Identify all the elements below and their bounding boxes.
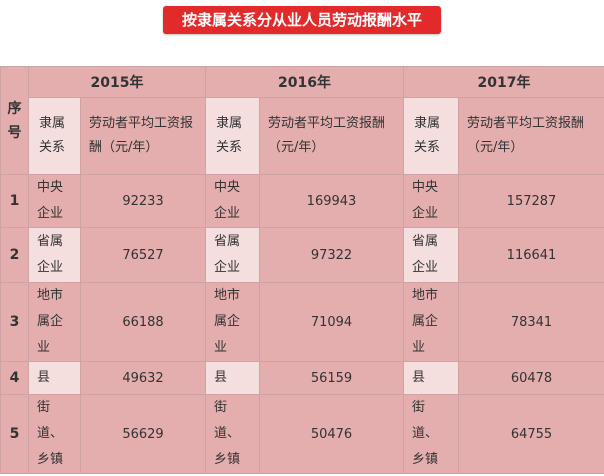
relation-label: 中央企业 [37, 180, 64, 221]
relation-cell: 中央企业 [205, 174, 260, 228]
relation-label: 县 [37, 370, 51, 385]
relation-cell: 地市属企业 [28, 282, 81, 362]
wage-cell-2015: 66188 [80, 282, 206, 362]
relation-cell: 省属企业 [205, 227, 260, 283]
seq-cell: 2 [0, 227, 29, 283]
relation-label: 省属企业 [214, 234, 241, 275]
relation-label: 街道、乡镇 [214, 400, 241, 467]
seq-cell: 4 [0, 361, 29, 395]
relation-label: 中央企业 [412, 180, 439, 221]
wage-header-2016: 劳动者平均工资报酬（元/年） [259, 97, 404, 175]
relation-label: 街道、乡镇 [37, 400, 64, 467]
seq-cell: 1 [0, 174, 29, 228]
wage-header-2017: 劳动者平均工资报酬（元/年） [458, 97, 604, 175]
table-row: 1 中央企业 92233 中央企业 169943 中央企业 157287 [0, 174, 604, 228]
wage-cell-2016: 56159 [259, 361, 404, 395]
wage-cell-2015: 76527 [80, 227, 206, 283]
relation-cell: 省属企业 [403, 227, 459, 283]
relation-label: 省属企业 [412, 234, 439, 275]
wage-cell-2015: 92233 [80, 174, 206, 228]
relation-header-2015: 隶属关系 [28, 97, 81, 175]
relation-label: 县 [214, 370, 228, 385]
seq-cell: 3 [0, 282, 29, 362]
seq-header: 序号 [0, 66, 29, 175]
table-row: 3 地市属企业 66188 地市属企业 71094 地市属企业 78341 [0, 282, 604, 362]
page-title: 按隶属关系分从业人员劳动报酬水平 [163, 6, 441, 34]
wage-cell-2017: 157287 [458, 174, 604, 228]
relation-cell: 省属企业 [28, 227, 81, 283]
seq-cell: 5 [0, 394, 29, 474]
seq-header-label: 序号 [7, 100, 22, 141]
relation-label: 地市属企业 [412, 288, 439, 355]
relation-label: 中央企业 [214, 180, 241, 221]
relation-cell: 地市属企业 [205, 282, 260, 362]
relation-cell: 县 [403, 361, 459, 395]
relation-label: 地市属企业 [37, 288, 64, 355]
relation-header-label: 隶属关系 [39, 116, 66, 155]
relation-label: 省属企业 [37, 234, 64, 275]
wage-cell-2017: 64755 [458, 394, 604, 474]
relation-cell: 街道、乡镇 [403, 394, 459, 474]
table-row: 4 县 49632 县 56159 县 60478 [0, 361, 604, 395]
relation-label: 街道、乡镇 [412, 400, 439, 467]
relation-header-2016: 隶属关系 [205, 97, 260, 175]
wage-cell-2016: 169943 [259, 174, 404, 228]
header-row-fields: 隶属关系 劳动者平均工资报酬（元/年） 隶属关系 劳动者平均工资报酬（元/年） … [1, 97, 604, 175]
remuneration-table: 序号 2015年 2016年 2017年 隶属关系 劳动者平均工资报酬（元/年）… [0, 66, 604, 474]
relation-cell: 县 [28, 361, 81, 395]
relation-header-2017: 隶属关系 [403, 97, 459, 175]
year-header-2017: 2017年 [403, 66, 604, 98]
relation-cell: 街道、乡镇 [205, 394, 260, 474]
wage-cell-2017: 78341 [458, 282, 604, 362]
wage-cell-2017: 60478 [458, 361, 604, 395]
header-row-years: 序号 2015年 2016年 2017年 [0, 66, 604, 175]
wage-cell-2017: 116641 [458, 227, 604, 283]
relation-cell: 街道、乡镇 [28, 394, 81, 474]
wage-cell-2015: 56629 [80, 394, 206, 474]
table-row: 5 街道、乡镇 56629 街道、乡镇 50476 街道、乡镇 64755 [0, 394, 604, 474]
relation-cell: 地市属企业 [403, 282, 459, 362]
relation-cell: 县 [205, 361, 260, 395]
relation-header-label: 隶属关系 [414, 116, 441, 155]
wage-cell-2015: 49632 [80, 361, 206, 395]
year-header-2016: 2016年 [205, 66, 404, 98]
relation-label: 地市属企业 [214, 288, 241, 355]
relation-header-label: 隶属关系 [216, 116, 243, 155]
relation-label: 县 [412, 370, 426, 385]
wage-cell-2016: 71094 [259, 282, 404, 362]
table-row: 2 省属企业 76527 省属企业 97322 省属企业 116641 [0, 227, 604, 283]
wage-header-2015: 劳动者平均工资报酬（元/年） [80, 97, 206, 175]
relation-cell: 中央企业 [403, 174, 459, 228]
year-header-2015: 2015年 [28, 66, 206, 98]
relation-cell: 中央企业 [28, 174, 81, 228]
wage-cell-2016: 50476 [259, 394, 404, 474]
wage-cell-2016: 97322 [259, 227, 404, 283]
